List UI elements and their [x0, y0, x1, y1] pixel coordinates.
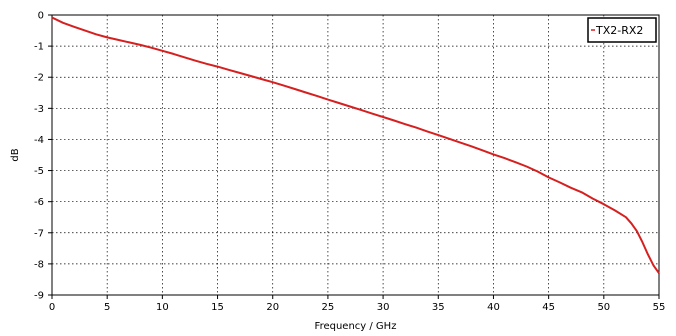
x-axis-label: Frequency / GHz	[315, 321, 397, 332]
legend-box	[587, 17, 657, 43]
y-tick-label: -7	[34, 228, 44, 239]
legend: TX2-RX2	[587, 17, 657, 43]
y-tick-label: -3	[34, 104, 44, 115]
x-tick-label: 0	[49, 302, 55, 313]
y-tick-label: -8	[34, 259, 44, 270]
y-tick-label: 0	[38, 11, 44, 22]
y-axis: 0 -1 -2 -3 -4 -5 -6 -7 -8 -9	[34, 11, 52, 302]
series-layer	[51, 16, 660, 274]
x-tick-label: 40	[487, 302, 500, 313]
y-tick-label: -2	[34, 73, 44, 84]
x-axis: 0 5 10 15 20 25 30 35 40 45 50 55	[49, 295, 666, 313]
y-tick-label: -1	[34, 42, 44, 53]
plot-area	[51, 14, 660, 296]
x-tick-label: 5	[104, 302, 110, 313]
y-tick-label: -6	[34, 197, 44, 208]
grid	[52, 15, 659, 295]
series-line-tx2-rx2	[51, 16, 660, 274]
y-axis-label: dB	[10, 148, 21, 161]
x-tick-label: 55	[653, 302, 666, 313]
x-tick-label: 50	[597, 302, 610, 313]
x-tick-label: 35	[432, 302, 445, 313]
y-tick-label: -9	[34, 291, 44, 302]
x-tick-label: 15	[211, 302, 224, 313]
x-tick-label: 30	[377, 302, 390, 313]
x-tick-label: 20	[266, 302, 279, 313]
x-tick-label: 25	[322, 302, 335, 313]
y-tick-label: -4	[34, 135, 44, 146]
x-tick-label: 10	[156, 302, 169, 313]
legend-label: TX2-RX2	[595, 24, 643, 37]
x-tick-label: 45	[542, 302, 555, 313]
y-tick-label: -5	[34, 166, 44, 177]
